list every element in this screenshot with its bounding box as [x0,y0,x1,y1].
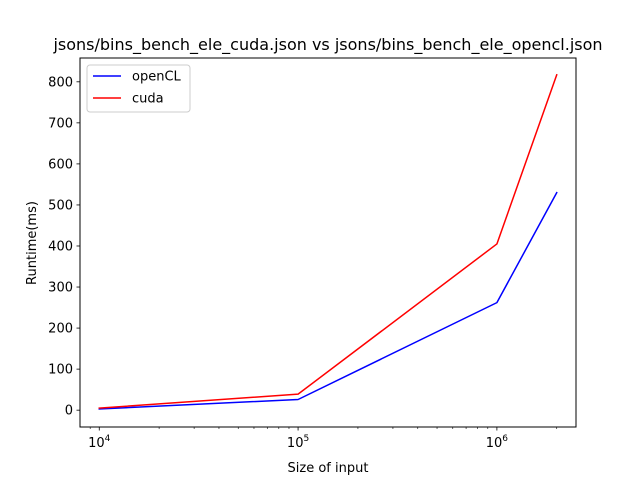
y-tick-label: 200 [48,322,73,337]
chart-title: jsons/bins_bench_ele_cuda.json vs jsons/… [52,35,602,55]
plot-frame [79,57,577,428]
legend-label: openCL [132,70,182,85]
y-tick-label: 100 [48,363,73,378]
y-axis-label: Runtime(ms) [25,201,40,285]
legend: openCL cuda [86,64,191,113]
y-tick-label: 400 [48,239,73,254]
y-tick-label: 600 [48,157,73,172]
x-tick-label: 104 [88,434,111,451]
y-tick-label: 800 [48,75,73,90]
axis-ticks: 0 100 200 300 400 500 600 700 800 104 105 106 [48,75,558,451]
series-line-cuda [98,73,558,409]
y-tick-label: 500 [48,198,73,213]
x-axis-label: Size of input [288,461,369,476]
y-tick-label: 0 [65,404,73,419]
series-line-opencl [98,191,558,410]
series-lines [98,73,558,410]
x-tick-label: 105 [287,434,309,451]
y-tick-label: 700 [48,116,73,131]
x-tick-label: 106 [486,434,509,451]
legend-label: cuda [132,92,164,107]
y-tick-label: 300 [48,281,73,296]
